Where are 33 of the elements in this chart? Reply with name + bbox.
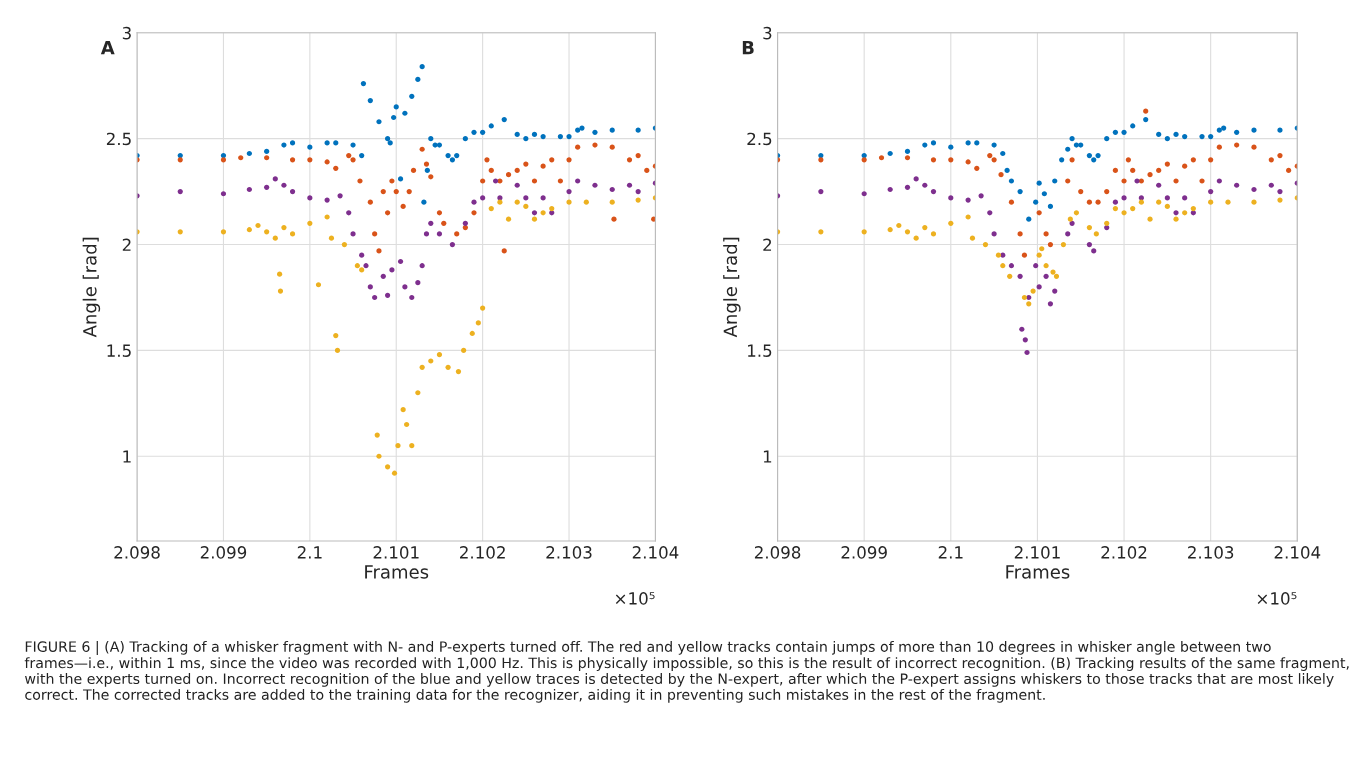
x-tick-label: 2.101 (373, 546, 419, 559)
caption: FIGURE 6 | (A) Tracking of a whisker fragment with N- and P-experts turned off. The red and yellow tracks contain jumps of more than 10 degrees in whisker angle between two frames—i.e., within 1 ms, since the video was recorded with 1,000 Hz. This is physically impossible, so this is the result of incorrect recognition. (B) Tracking results of the same fragment, with the experts turned on. Incorrect recognition of the blue and yellow traces is detected by the N-expert, after which the P-expert assigns whiskers to those tracks that are most likely correct. The corrected tracks are added to the training data for the recognizer, aiding it in preventing such mistakes in the rest of the fragment. (24, 640, 1349, 703)
x-tick-label: 2.104 (632, 546, 679, 559)
x-tick-label: 2.102 (1101, 546, 1147, 559)
x-tick-label: 2.099 (200, 546, 247, 559)
y-tick-label: 1 (763, 450, 772, 463)
y-axis-title: Angle [rad] (723, 237, 741, 338)
y-axis-title: Angle [rad] (82, 237, 101, 338)
x-axis-title: Frames (1006, 565, 1070, 579)
x-tick-label: 2.103 (1188, 546, 1234, 559)
x-axis-title: Frames (365, 565, 429, 579)
x-tick-label: 2.102 (460, 546, 505, 559)
y-tick-label: 2.5 (747, 132, 772, 146)
y-tick-label: 3 (122, 26, 131, 40)
x-tick-label: 2.098 (114, 546, 160, 559)
x-tick-label: 2.1 (938, 546, 963, 559)
text: A (100, 40, 115, 55)
y-tick-label: 3 (763, 26, 772, 40)
y-tick-label: 1 (123, 450, 131, 463)
y-tick-label: 1.5 (107, 344, 131, 357)
text: ×10⁵ (615, 592, 655, 605)
text: B (742, 40, 754, 55)
y-tick-label: 1.5 (748, 344, 772, 357)
x-tick-label: 2.099 (841, 546, 887, 559)
x-tick-label: 2.101 (1014, 546, 1060, 559)
x-tick-label: 2.103 (546, 546, 592, 559)
y-tick-label: 2 (122, 238, 131, 251)
y-tick-label: 2 (763, 238, 772, 251)
text: ×10⁵ (1257, 592, 1297, 605)
y-tick-label: 2.5 (106, 132, 131, 146)
x-tick-label: 2.1 (297, 546, 322, 559)
x-tick-label: 2.104 (1274, 546, 1321, 559)
x-tick-label: 2.098 (754, 546, 801, 559)
